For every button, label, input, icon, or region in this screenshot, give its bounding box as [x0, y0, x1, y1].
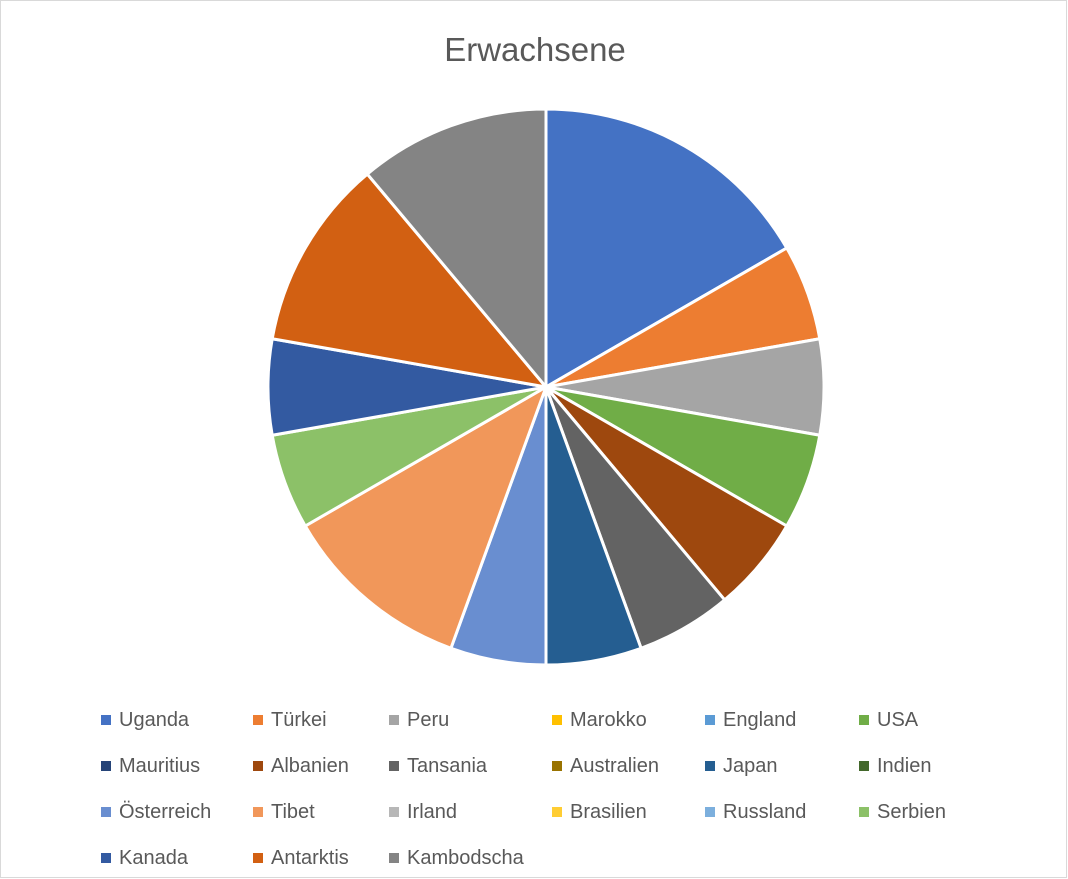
legend-label: Mauritius — [119, 754, 201, 777]
legend-swatch — [101, 853, 111, 863]
legend-swatch — [389, 715, 399, 725]
legend-item: Irland — [389, 797, 457, 827]
legend-item: Serbien — [859, 797, 946, 827]
legend-label: Irland — [407, 800, 458, 823]
legend-label: Uganda — [119, 708, 190, 731]
legend-label: Russland — [723, 800, 807, 823]
legend-label: Marokko — [570, 708, 647, 731]
legend-item: Kanada — [101, 843, 188, 873]
legend-label: Tibet — [271, 800, 315, 823]
legend-item: Mauritius — [101, 751, 200, 781]
pie-chart — [266, 107, 826, 667]
legend-item: Japan — [705, 751, 778, 781]
chart-title: Erwachsene — [444, 31, 626, 68]
legend-label: Japan — [723, 754, 778, 777]
pie-slice-tibet — [303, 385, 548, 650]
legend-swatch — [253, 853, 263, 863]
legend-swatch — [101, 807, 111, 817]
legend-item: Türkei — [253, 705, 327, 735]
legend-label: Kanada — [119, 846, 188, 869]
legend-label: USA — [877, 708, 919, 731]
legend-swatch — [253, 807, 263, 817]
legend-swatch — [859, 715, 869, 725]
legend-item: Tansania — [389, 751, 487, 781]
legend-item: England — [705, 705, 796, 735]
legend-swatch — [552, 761, 562, 771]
legend-label: Peru — [407, 708, 450, 731]
legend-swatch — [859, 761, 869, 771]
legend-swatch — [253, 761, 263, 771]
pie-slice-antarktis — [270, 172, 548, 389]
legend-item: Tibet — [253, 797, 315, 827]
legend-label: Australien — [570, 754, 659, 777]
legend-item: Kambodscha — [389, 843, 524, 873]
legend-swatch — [552, 807, 562, 817]
legend-swatch — [705, 715, 715, 725]
pie-slice-uganda — [544, 107, 789, 389]
legend-item: Österreich — [101, 797, 211, 827]
legend-swatch — [389, 761, 399, 771]
legend-swatch — [705, 761, 715, 771]
legend-item: Antarktis — [253, 843, 349, 873]
legend-item: Marokko — [552, 705, 647, 735]
legend-item: Indien — [859, 751, 932, 781]
legend-label: Brasilien — [570, 800, 647, 823]
legend-swatch — [705, 807, 715, 817]
legend-label: Türkei — [271, 708, 327, 731]
legend-item: Russland — [705, 797, 806, 827]
legend-label: Österreich — [119, 800, 212, 823]
legend-item: Brasilien — [552, 797, 647, 827]
legend-label: Antarktis — [271, 846, 349, 869]
legend-swatch — [389, 807, 399, 817]
legend-label: Albanien — [271, 754, 349, 777]
legend-label: Indien — [877, 754, 932, 777]
legend-swatch — [101, 715, 111, 725]
legend-swatch — [552, 715, 562, 725]
legend-swatch — [859, 807, 869, 817]
legend-item: Peru — [389, 705, 449, 735]
legend-swatch — [253, 715, 263, 725]
legend-label: England — [723, 708, 797, 731]
legend-label: Tansania — [407, 754, 488, 777]
legend-item: Australien — [552, 751, 659, 781]
legend-item: USA — [859, 705, 918, 735]
legend-item: Uganda — [101, 705, 189, 735]
legend-swatch — [389, 853, 399, 863]
legend-label: Kambodscha — [407, 846, 524, 869]
pie-slice-kambodscha — [365, 107, 548, 389]
legend-swatch — [101, 761, 111, 771]
legend-item: Albanien — [253, 751, 349, 781]
legend-label: Serbien — [877, 800, 946, 823]
